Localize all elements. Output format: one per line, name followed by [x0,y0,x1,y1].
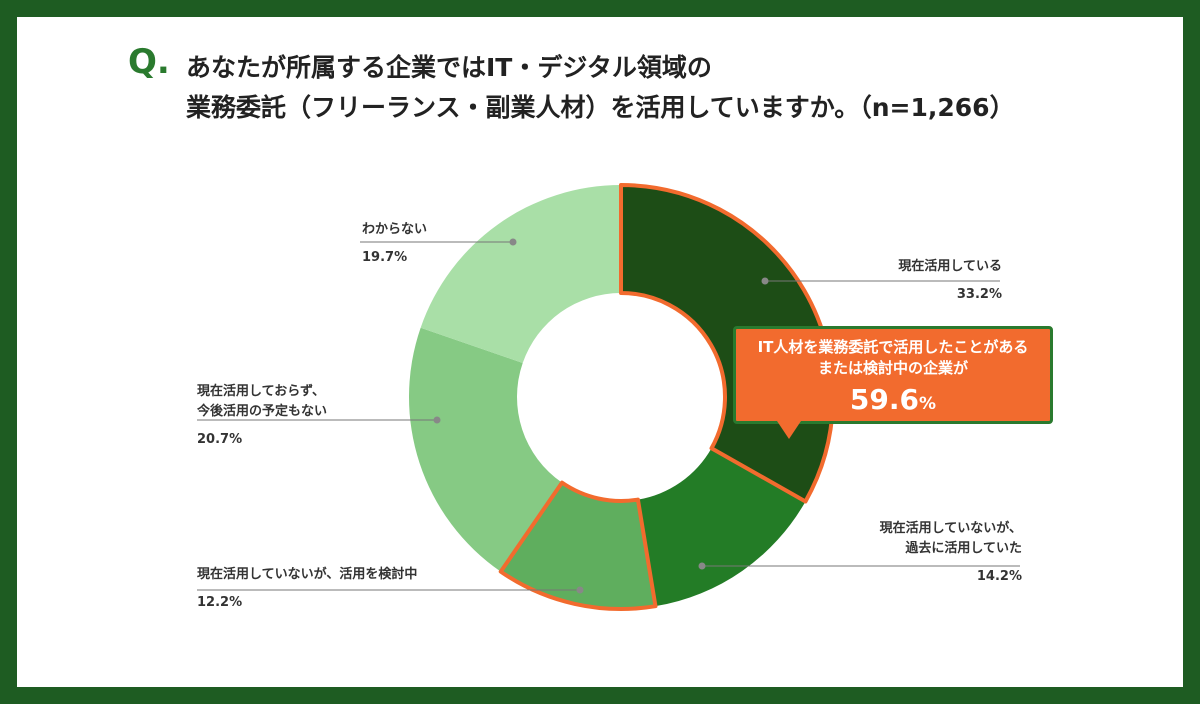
leader-dot-4 [509,238,517,246]
leader-dot-1 [698,562,706,570]
label-considering-text: 現在活用していないが、活用を検討中 [197,567,418,582]
slice-4 [420,185,621,364]
summary-callout: IT人材を業務委託で活用したことがある または検討中の企業が 59.6% [733,326,1053,424]
label-unknown: わからない 19.7% [362,220,427,268]
label-used-in-past-text-2: 過去に活用していた [905,541,1022,556]
label-no-plan-text-1: 現在活用しておらず、 [197,384,326,399]
leader-dot-3 [433,416,441,424]
question-title-line1: あなたが所属する企業ではIT・デジタル領域の [186,53,712,82]
slice-highlight-outline-0 [619,183,835,504]
question-title-line2: 業務委託（フリーランス・副業人材）を活用していますか。（n=1,266） [186,93,1015,122]
label-unknown-value: 19.7% [362,250,408,265]
slice-3 [408,327,563,572]
question-title: あなたが所属する企業ではIT・デジタル領域の 業務委託（フリーランス・副業人材）… [186,48,1015,128]
label-used-in-past: 現在活用していないが、 過去に活用していた 14.2% [880,519,1022,587]
label-unknown-text: わからない [362,222,428,237]
label-no-plan-value: 20.7% [197,432,243,447]
slice-1 [637,448,806,607]
slice-highlight-outline-2 [498,480,658,611]
callout-value: 59.6% [736,383,1050,416]
slice-2 [500,482,656,609]
label-considering-value: 12.2% [197,595,243,610]
callout-tail [777,421,801,439]
label-considering: 現在活用していないが、活用を検討中 12.2% [197,565,417,613]
leader-dot-2 [576,586,584,594]
label-used-in-past-value: 14.2% [976,569,1022,584]
label-no-plan: 現在活用しておらず、 今後活用の予定もない 20.7% [197,382,327,450]
callout-number: 59.6 [849,383,920,416]
label-currently-using-text: 現在活用している [898,259,1002,274]
label-used-in-past-text-1: 現在活用していないが、 [879,521,1022,536]
callout-line2: または検討中の企業が [817,359,968,377]
leader-dot-0 [761,277,769,285]
label-currently-using: 現在活用している 33.2% [898,257,1002,305]
label-no-plan-text-2: 今後活用の予定もない [197,404,328,419]
callout-line1: IT人材を業務委託で活用したことがある [757,338,1029,356]
callout-unit: % [919,394,937,414]
label-currently-using-value: 33.2% [956,287,1002,302]
question-mark: Q. [128,42,170,82]
